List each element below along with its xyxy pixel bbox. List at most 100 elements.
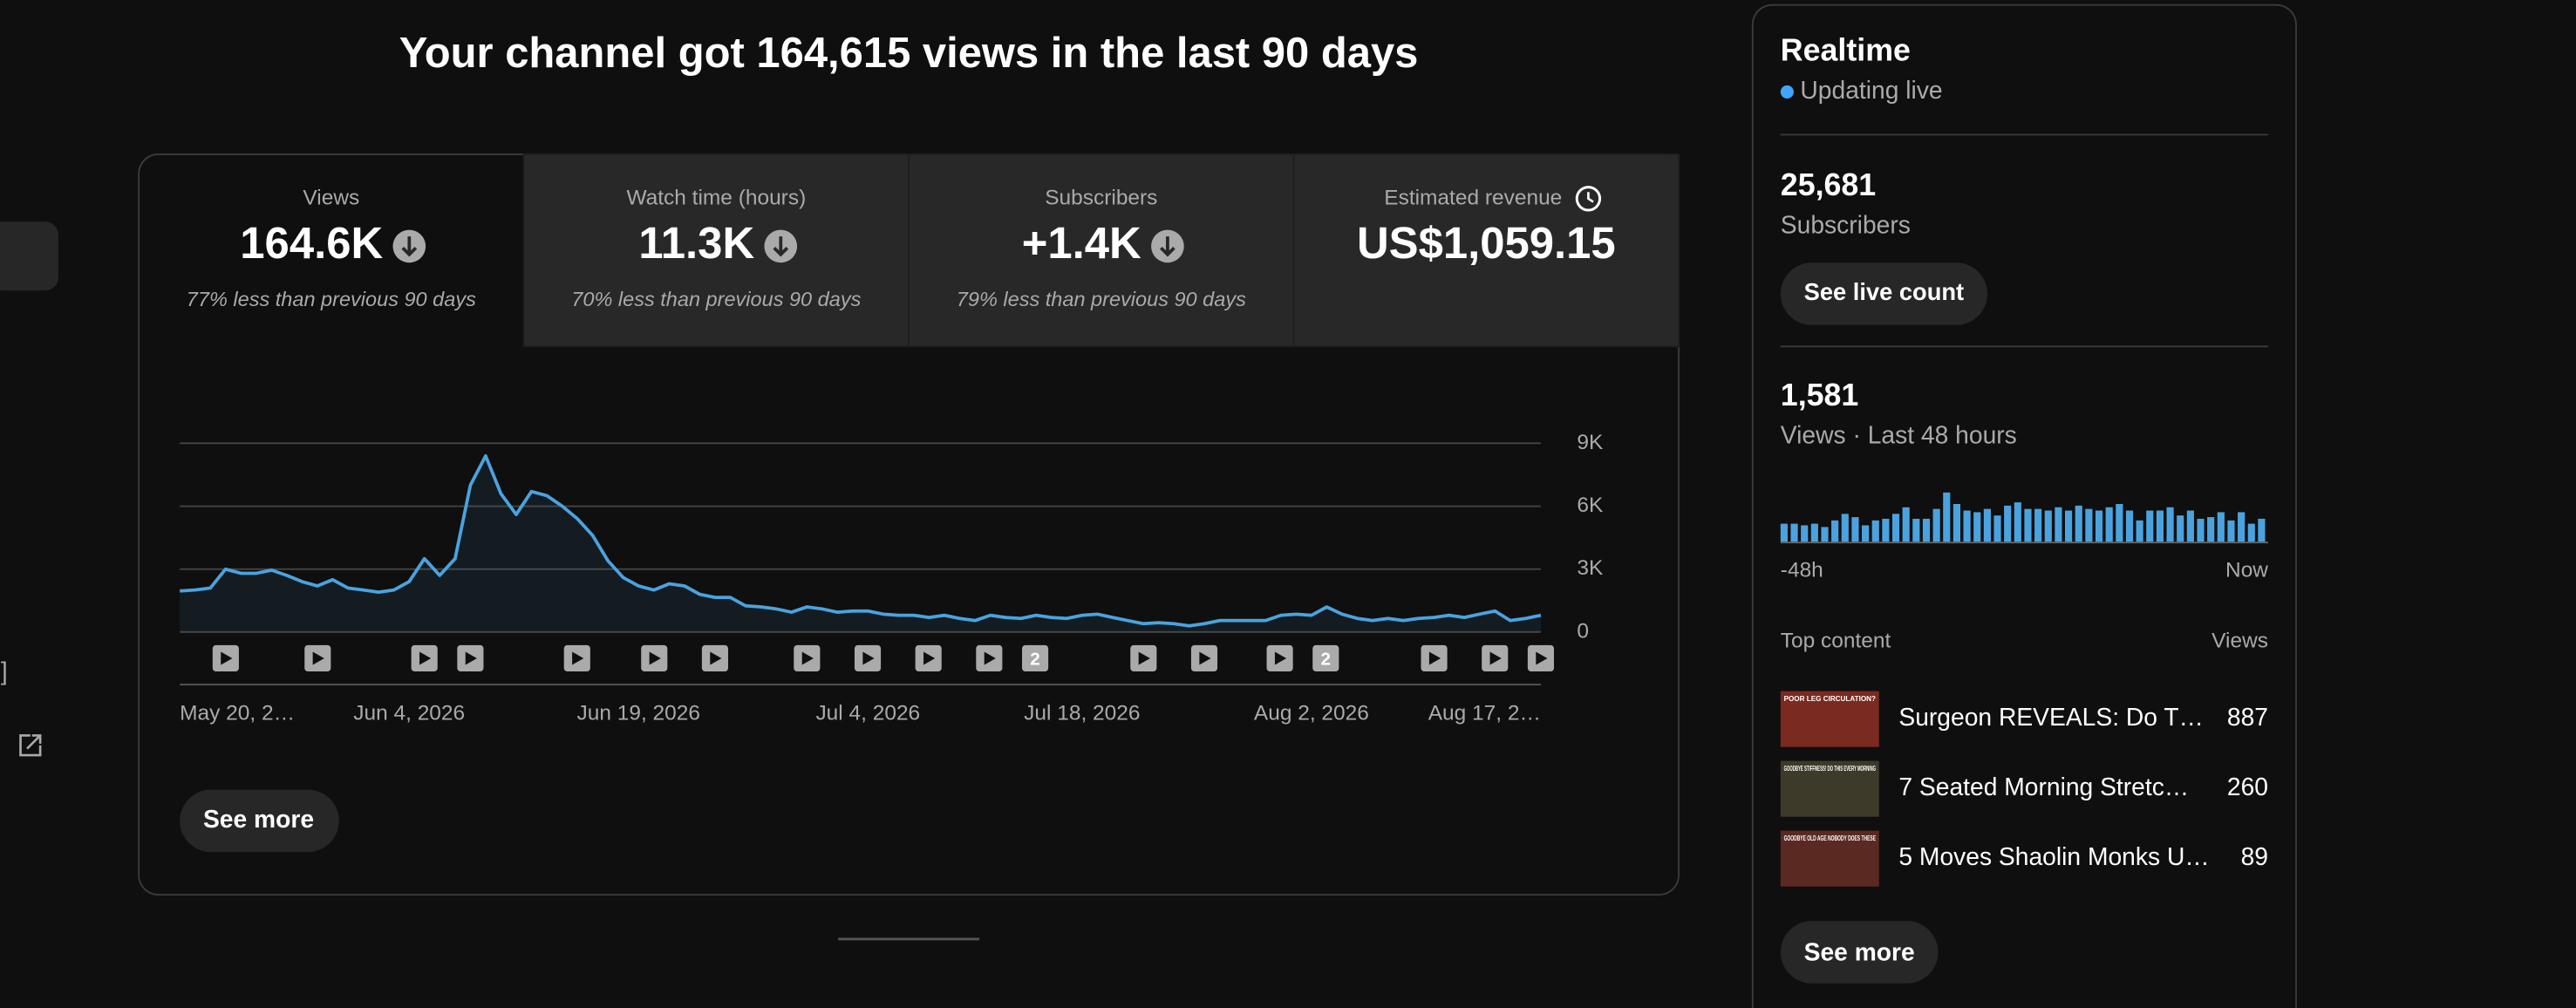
mini-bar [1801,525,1809,542]
y-tick-label: 6K [1577,494,1604,517]
mini-bar [2095,510,2103,542]
video-title[interactable]: 7 Seated Morning Stretc… [1898,773,2189,800]
mini-bar [2125,510,2134,542]
tab-value: US$1,059.15 [1357,218,1616,268]
y-tick-label: 9K [1577,431,1604,454]
x-tick-label: Aug 2, 2026 [1254,701,1369,725]
realtime-panel [1751,3,2297,1008]
marker-count: 2 [1030,649,1040,669]
mini-bar [1963,510,1971,542]
see-more-label[interactable]: See more [203,805,314,833]
mini-bar [1862,525,1870,542]
see-more-button[interactable] [1780,921,1939,984]
mini-bar [1993,515,2001,542]
x-tick-label: Aug 17, 2… [1428,701,1541,725]
clock-hands [1587,192,1594,203]
mini-bar [2075,505,2082,542]
play-icon [710,651,722,665]
mini-start-label: -48h [1781,559,1823,582]
tab-value: 164.6K [240,218,383,268]
mini-bar [2055,507,2062,542]
play-icon [419,651,432,665]
mini-bar [2186,510,2194,542]
top-content-label: Top content [1781,630,1891,653]
tab-note: 70% less than previous 90 days [571,288,861,310]
thumbnail[interactable] [1780,760,1879,817]
live-count-label[interactable]: See live count [1804,278,1964,305]
mini-bar [2247,523,2255,542]
mini-bar [1943,492,1951,542]
play-icon [1274,651,1287,665]
tab-note: 77% less than previous 90 days [187,288,476,310]
play-icon [1536,651,1548,665]
video-marker[interactable] [1312,644,1339,672]
tab-note: 79% less than previous 90 days [957,288,1246,310]
mini-bar [2004,505,2012,542]
play-icon [572,651,584,665]
top-content-views-label: Views [2211,630,2268,653]
video-title[interactable]: Surgeon REVEALS: Do T… [1898,703,2203,731]
y-tick-label: 0 [1577,619,1589,643]
video-views: 260 [2227,773,2268,800]
mini-bar [2207,517,2215,542]
subscriber-label: Subscribers [1781,210,1911,238]
clock-icon [1575,186,1602,212]
marker-count: 2 [1321,649,1332,669]
play-icon [221,651,233,665]
tab-label: Subscribers [1045,186,1157,209]
mini-bar [2227,520,2235,542]
see-more-button[interactable] [180,789,339,853]
external-link-icon[interactable] [19,734,42,757]
mini-bar [1932,508,1940,542]
tab[interactable] [908,153,1295,348]
realtime-title: Realtime [1781,33,1911,68]
mini-bar [2197,518,2205,542]
thumbnail[interactable] [1780,691,1879,747]
see-more-label[interactable]: See more [1804,937,1915,965]
thumbnail[interactable] [1780,830,1879,887]
video-views: 887 [2227,703,2268,731]
video-marker[interactable] [1021,644,1049,672]
sidebar-item[interactable] [0,221,58,291]
mini-bar [2024,508,2032,542]
video-title[interactable]: 5 Moves Shaolin Monks U… [1898,842,2209,870]
x-tick-label: Jun 4, 2026 [353,701,465,725]
mini-bar [1851,517,1859,542]
area [180,455,1541,632]
mini-bar [1891,514,1900,542]
subscriber-count: 25,681 [1781,167,1876,202]
video-views: 89 [2241,842,2268,870]
tab[interactable] [1292,153,1680,348]
mini-bar [2034,508,2042,542]
tab[interactable] [522,153,910,348]
mini-bar [2166,507,2174,542]
thumbnail-text: GOODBYE OLD AGE NOBODY DOES THESE [1784,834,1876,842]
mini-bar [2105,507,2113,542]
line [180,453,1542,628]
page-title: Your channel got 164,615 views in the la… [399,30,1419,77]
play-icon [312,651,324,665]
mini-bar [1902,507,1910,542]
views-count: 1,581 [1781,378,1859,412]
play-icon [649,651,661,665]
play-icon [862,651,875,665]
mini-bar [1912,518,1920,542]
mini-bar [2258,518,2266,542]
x-tick-label: Jun 19, 2026 [577,701,701,725]
live-count-button[interactable] [1780,262,1988,325]
tab-value: 11.3K [638,218,754,268]
mini-bar [2177,515,2184,542]
mini-bar [1831,520,1839,542]
mini-bar [2014,502,2021,542]
play-icon [465,651,477,665]
mini-bar [1810,523,1818,542]
play-icon [923,651,936,665]
tab-label: Estimated revenue [1384,186,1562,209]
sidebar-fragment: ] [1,657,8,684]
mini-bar [2044,510,2052,542]
thumbnail-text: GOODBYE STIFFNESS! DO THIS EVERY MORNING [1784,765,1876,773]
mini-bar [1841,514,1849,542]
live-status: Updating live [1800,76,1942,104]
